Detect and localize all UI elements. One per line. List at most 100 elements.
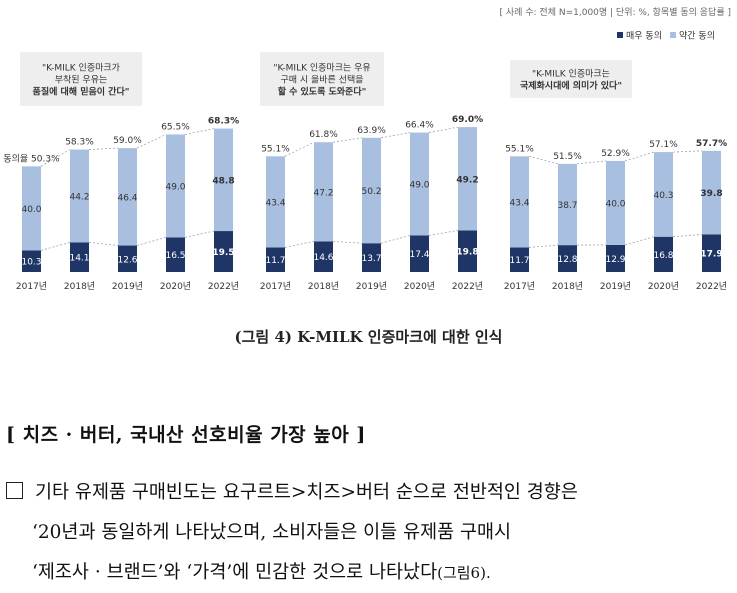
x-tick-label: 2019년 <box>600 281 631 292</box>
label-mild-agree: 43.4 <box>509 198 529 208</box>
label-mild-agree: 40.3 <box>653 191 673 201</box>
x-tick-label: 2017년 <box>260 281 291 292</box>
label-mild-agree: 46.4 <box>117 193 137 203</box>
paragraph-line-3: ‘제조사 · 브랜드’와 ‘가격’에 민감한 것으로 나타났다(그림6). <box>6 553 736 593</box>
x-tick-label: 2022년 <box>696 281 727 292</box>
label-mild-agree: 49.0 <box>409 181 429 191</box>
strong-trend-line <box>625 237 654 245</box>
total-trend-line <box>89 148 118 149</box>
label-mild-agree: 44.2 <box>69 192 89 202</box>
quote-line: 품질에 대해 믿음이 간다" <box>33 86 130 98</box>
quote-line: "K-MILK 인증마크는 <box>532 69 610 80</box>
survey-note: [ 사례 수: 전체 N=1,000명 | 단위: %, 항목별 동의 응답률 … <box>499 6 731 18</box>
x-tick-label: 2018년 <box>308 281 339 292</box>
x-tick-label: 2019년 <box>112 281 143 292</box>
quote-line: 구매 시 올바른 선택을 <box>280 75 363 86</box>
legend-label: 매우 동의 <box>626 31 662 42</box>
quote-line: 할 수 있도록 도와준다" <box>278 86 367 98</box>
strong-trend-line <box>137 237 166 245</box>
paragraph-line-1: 기타 유제품 구매빈도는 요구르트>치즈>버터 순으로 전반적인 경향은 <box>6 473 736 513</box>
total-label: 57.7% <box>696 139 727 149</box>
total-label: 63.9% <box>357 126 386 136</box>
x-tick-label: 2018년 <box>64 281 95 292</box>
legend-swatch <box>617 32 623 38</box>
section-heading: [ 치즈 · 버터, 국내산 선호비율 가장 높아 ] <box>6 420 366 447</box>
label-mild-agree: 38.7 <box>557 201 577 211</box>
label-strong-agree: 17.9 <box>700 250 722 260</box>
label-strong-agree: 10.3 <box>21 258 41 268</box>
label-mild-agree: 39.8 <box>700 189 722 199</box>
label-mild-agree: 47.2 <box>313 188 333 198</box>
quote-line: "K-MILK 인증마크는 우유 <box>273 63 370 74</box>
label-strong-agree: 14.1 <box>69 254 89 264</box>
label-strong-agree: 14.6 <box>313 253 333 263</box>
total-label: 68.3% <box>208 117 239 127</box>
total-label: 55.1% <box>261 144 290 154</box>
x-tick-label: 2020년 <box>160 281 191 292</box>
label-strong-agree: 11.7 <box>265 256 285 266</box>
total-label: 66.4% <box>405 121 434 131</box>
x-tick-label: 2019년 <box>356 281 387 292</box>
label-mild-agree: 49.2 <box>456 175 478 185</box>
label-strong-agree: 17.4 <box>409 250 429 260</box>
strong-trend-line <box>381 235 410 243</box>
x-tick-label: 2018년 <box>552 281 583 292</box>
paragraph-text-1: 기타 유제품 구매빈도는 요구르트>치즈>버터 순으로 전반적인 경향은 <box>35 482 578 503</box>
total-label: 65.5% <box>161 122 190 132</box>
quote-line: 부착된 우유는 <box>55 74 108 86</box>
label-mild-agree: 48.8 <box>212 176 234 186</box>
x-tick-label: 2020년 <box>404 281 435 292</box>
strong-trend-line <box>41 242 70 250</box>
figure-reference: (그림6). <box>437 564 491 582</box>
label-strong-agree: 16.8 <box>653 251 673 261</box>
paragraph-text-3: ‘제조사 · 브랜드’와 ‘가격’에 민감한 것으로 나타났다 <box>32 562 437 583</box>
strong-trend-line <box>673 234 702 236</box>
x-tick-label: 2022년 <box>208 281 239 292</box>
total-label: 동의율 50.3% <box>3 153 60 164</box>
legend-label: 약간 동의 <box>679 30 715 42</box>
label-strong-agree: 16.5 <box>165 251 185 261</box>
label-strong-agree: 19.8 <box>456 248 478 258</box>
chart-figure: [ 사례 수: 전체 N=1,000명 | 단위: %, 항목별 동의 응답률 … <box>0 0 737 310</box>
legend-swatch <box>670 32 676 38</box>
x-tick-label: 2022년 <box>452 281 483 292</box>
label-strong-agree: 12.8 <box>557 255 577 265</box>
strong-trend-line <box>185 231 214 237</box>
quote-line: 국제화시대에 의미가 있다" <box>520 80 622 92</box>
total-label: 55.1% <box>505 144 534 154</box>
strong-trend-line <box>285 241 314 247</box>
label-mild-agree: 40.0 <box>21 205 41 215</box>
label-mild-agree: 43.4 <box>265 198 285 208</box>
paragraph-line-2: ‘20년과 동일하게 나타났으며, 소비자들은 이들 유제품 구매시 <box>6 513 736 553</box>
quote-line: "K-MILK 인증마크가 <box>42 63 120 74</box>
total-trend-line <box>673 151 702 152</box>
total-label: 52.9% <box>601 149 630 159</box>
label-strong-agree: 13.7 <box>361 254 381 264</box>
label-mild-agree: 50.2 <box>361 187 381 197</box>
x-tick-label: 2017년 <box>16 281 47 292</box>
label-mild-agree: 49.0 <box>165 182 185 192</box>
total-label: 51.5% <box>553 152 582 162</box>
total-label: 69.0% <box>452 115 483 125</box>
label-strong-agree: 12.6 <box>117 255 137 265</box>
body-paragraph: 기타 유제품 구매빈도는 요구르트>치즈>버터 순으로 전반적인 경향은 ‘20… <box>6 473 736 593</box>
total-label: 59.0% <box>113 136 142 146</box>
strong-trend-line <box>333 241 362 243</box>
label-strong-agree: 11.7 <box>509 256 529 266</box>
x-tick-label: 2017년 <box>504 281 535 292</box>
total-label: 61.8% <box>309 130 338 140</box>
x-tick-label: 2020년 <box>648 281 679 292</box>
total-label: 57.1% <box>649 140 678 150</box>
strong-trend-line <box>89 242 118 245</box>
figure-caption: (그림 4) K-MILK 인증마크에 대한 인식 <box>0 326 737 347</box>
strong-trend-line <box>429 230 458 235</box>
checkbox-bullet-icon <box>6 482 23 499</box>
label-strong-agree: 19.5 <box>212 248 234 258</box>
label-strong-agree: 12.9 <box>605 255 625 265</box>
label-mild-agree: 40.0 <box>605 199 625 209</box>
legend: 매우 동의 약간 동의 <box>617 30 715 42</box>
